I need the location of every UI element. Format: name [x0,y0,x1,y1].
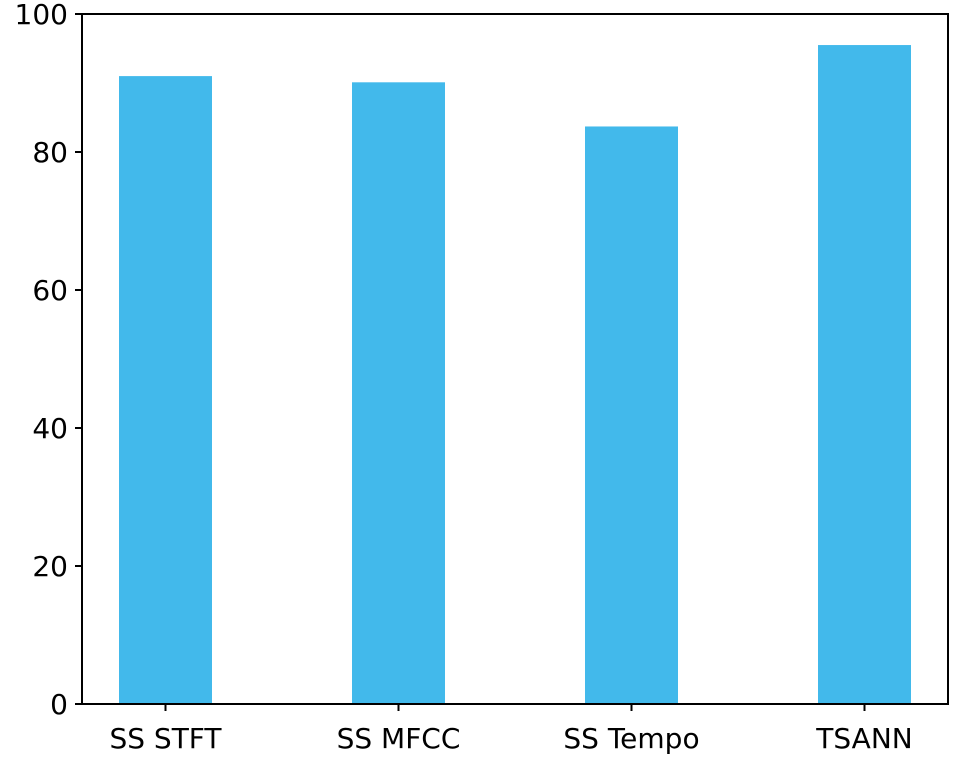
y-axis: 0 20 40 60 80 100 [15,0,82,721]
bar-ss-mfcc [352,82,445,704]
y-tick-label: 60 [32,274,68,307]
x-tick-label: SS MFCC [337,722,461,755]
y-tick-label: 40 [32,412,68,445]
y-tick-label: 80 [32,136,68,169]
x-tick-label: TSANN [815,722,912,755]
bar-ss-stft [119,76,212,705]
y-tick-label: 20 [32,550,68,583]
y-tick-label: 100 [15,0,68,31]
x-tick-label: SS Tempo [563,722,699,755]
bar-ss-tempo [585,126,678,705]
plot-frame [81,13,949,705]
bars-group [119,45,911,705]
y-tick-label: 0 [50,688,68,721]
bar-tsann [818,45,911,705]
x-axis: SS STFT SS MFCC SS Tempo TSANN [109,704,913,755]
x-tick-label: SS STFT [109,722,222,755]
